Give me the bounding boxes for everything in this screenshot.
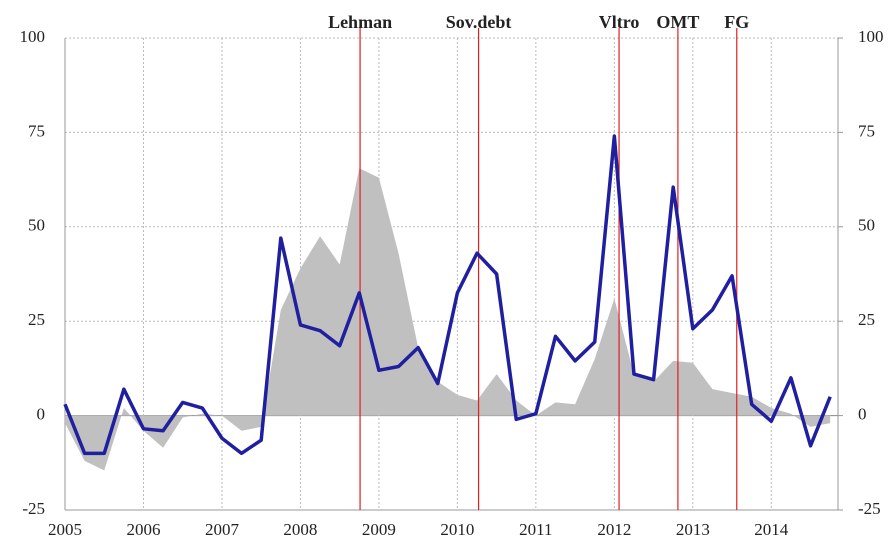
x-tick-label: 2012 <box>597 520 631 539</box>
y2-tick-label: 0 <box>858 405 867 424</box>
event-label: OMT <box>656 12 699 32</box>
x-tick-label: 2009 <box>362 520 396 539</box>
y-tick-label: 100 <box>20 27 46 46</box>
event-label: Vltro <box>599 12 640 32</box>
x-tick-label: 2008 <box>283 520 317 539</box>
y2-tick-label: 75 <box>858 121 875 140</box>
y2-tick-label: -25 <box>858 499 881 518</box>
y-tick-label: 50 <box>28 216 45 235</box>
event-label: Sov.debt <box>446 12 512 32</box>
x-tick-label: 2011 <box>519 520 552 539</box>
x-tick-label: 2013 <box>676 520 710 539</box>
area <box>65 168 831 471</box>
x-tick-label: 2007 <box>205 520 240 539</box>
y-tick-label: 25 <box>28 310 45 329</box>
line <box>63 134 832 456</box>
y-tick-label: -25 <box>22 499 45 518</box>
x-tick-label: 2005 <box>48 520 82 539</box>
event-label: FG <box>724 12 749 32</box>
x-tick-label: 2006 <box>126 520 160 539</box>
y2-tick-label: 100 <box>858 27 884 46</box>
x-tick-label: 2010 <box>440 520 474 539</box>
y-tick-label: 75 <box>28 121 45 140</box>
x-tick-label: 2014 <box>754 520 789 539</box>
y2-tick-label: 25 <box>858 310 875 329</box>
y2-tick-label: 50 <box>858 216 875 235</box>
y-tick-label: 0 <box>37 405 46 424</box>
event-label: Lehman <box>328 12 392 32</box>
